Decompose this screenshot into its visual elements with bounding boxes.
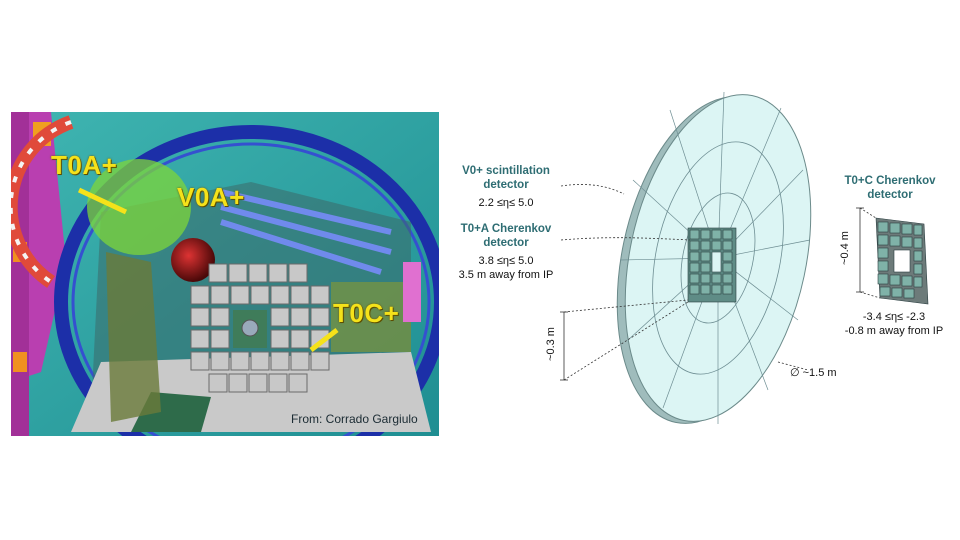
t0c-plus-label: T0C+: [333, 298, 400, 328]
t0a-detector-title: T0+A Cherenkov detector: [460, 223, 552, 249]
schematic-diagram: [560, 91, 929, 424]
t0c-detector-note: T0+C Cherenkov detector: [834, 174, 946, 202]
t0a-detector-note: T0+A Cherenkov detector 3.8 ≤η≤ 5.0 3.5 …: [452, 222, 560, 282]
v0-detector-note: V0+ scintillation detector 2.2 ≤η≤ 5.0: [452, 164, 560, 210]
t0a-distance: 3.5 m away from IP: [458, 269, 554, 281]
detector-render-image: T0A+ V0A+ T0C+ From: Corrado Gargiulo: [11, 112, 439, 436]
dim-t0c-label: ~0.4 m: [839, 231, 851, 265]
image-credit: From: Corrado Gargiulo: [291, 412, 418, 426]
t0c-tile-array: [875, 217, 929, 305]
t0a-plus-label: T0A+: [51, 150, 118, 180]
t0c-eta-note: -3.4 ≤η≤ -2.3 -0.8 m away from IP: [834, 310, 954, 338]
t0a-tile-array: [687, 227, 737, 303]
dim-small-label: ~0.3 m: [545, 327, 557, 361]
t0c-detector-title: T0+C Cherenkov detector: [844, 175, 936, 201]
detector-render-graphic: [11, 112, 439, 436]
t0a-eta-range: 3.8 ≤η≤ 5.0: [478, 255, 534, 267]
dim-diameter-label: ∅ ~1.5 m: [790, 367, 837, 379]
v0-eta-range: 2.2 ≤η≤ 5.0: [478, 197, 534, 209]
v0a-plus-label: V0A+: [177, 182, 245, 212]
t0c-eta-range: -3.4 ≤η≤ -2.3: [862, 311, 926, 323]
t0c-distance: -0.8 m away from IP: [844, 325, 944, 337]
v0-detector-title: V0+ scintillation detector: [462, 165, 550, 191]
